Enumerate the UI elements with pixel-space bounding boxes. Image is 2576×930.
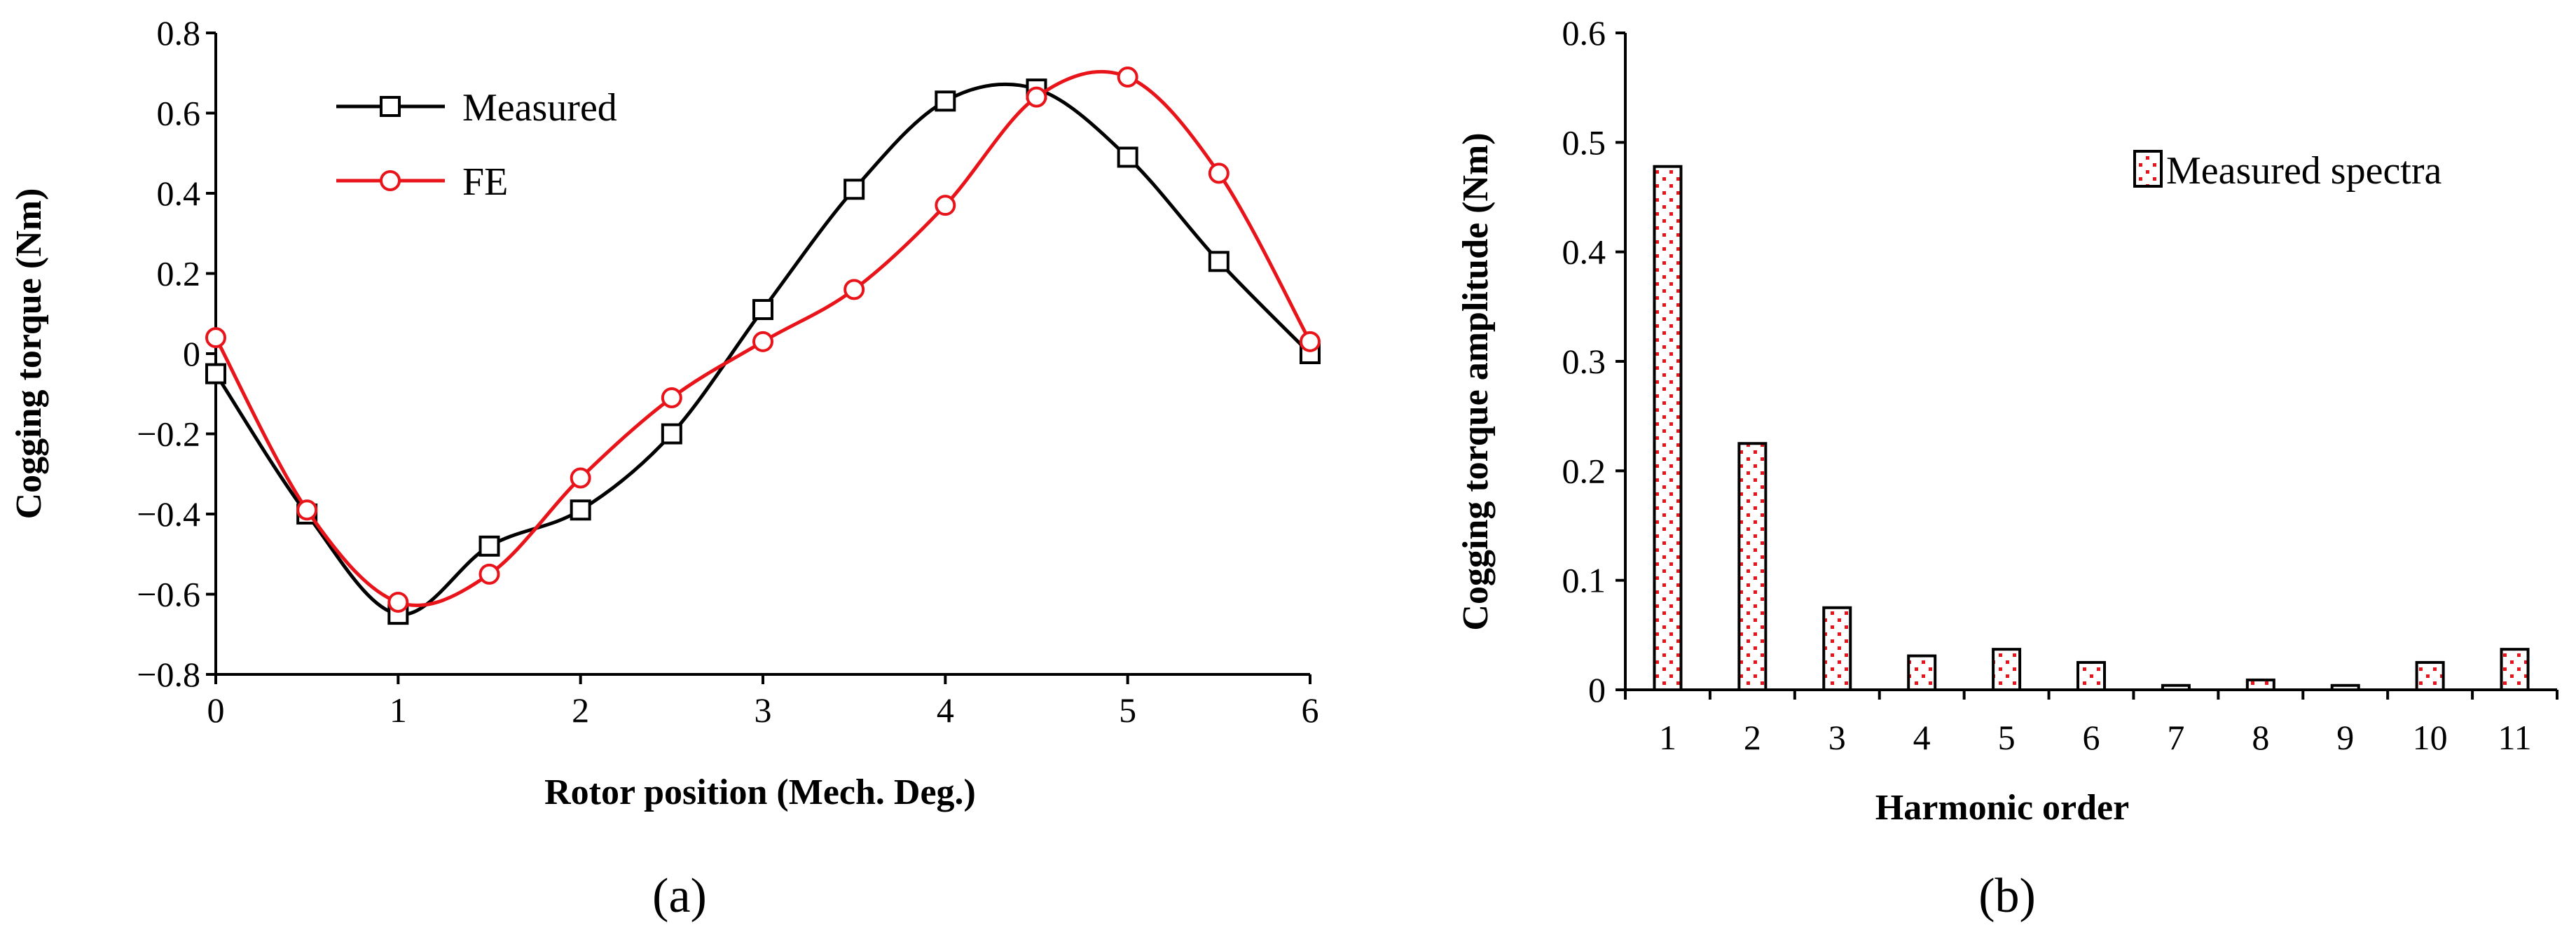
- data-point-measured: [478, 535, 500, 557]
- chart-b-y-tick-label: 0.2: [1562, 451, 1606, 490]
- chart-b-y-axis: 0 0.1 0.2 0.3 0.4 0.5 0.6: [1562, 13, 1627, 709]
- legend-measured-spectra-swatch: [2133, 150, 2163, 188]
- data-point-measured: [1117, 146, 1138, 168]
- chart-a-x-tick-label: 6: [1302, 690, 1319, 730]
- data-point-fe: [935, 195, 956, 216]
- chart-a-y-tick-label: −0.8: [137, 655, 200, 694]
- chart-a-x-axis: 0 1 2 3 4 5 6: [207, 673, 1319, 730]
- data-point-fe: [1026, 86, 1047, 108]
- chart-b-x-tick-label: 1: [1659, 718, 1676, 757]
- data-point-fe: [843, 279, 865, 300]
- chart-b-y-tick-label: 0.4: [1562, 233, 1606, 272]
- chart-a-series: [205, 66, 1321, 625]
- bar-harmonic-1: [1653, 165, 1683, 691]
- chart-a-x-tick-label: 1: [390, 690, 407, 730]
- chart-b-x-tick-label: 5: [1998, 718, 2016, 757]
- chart-b-x-tick-label: 10: [2413, 718, 2448, 757]
- chart-b-caption: (b): [1978, 869, 2036, 923]
- legend-fe-label: FE: [462, 160, 508, 204]
- chart-a-y-axis: −0.8 −0.6 −0.4 −0.2 0 0.2 0.4 0.6 0.8: [137, 13, 217, 694]
- chart-b-x-tick-label: 9: [2336, 718, 2354, 757]
- chart-a-legend: Measured FE: [336, 86, 617, 204]
- chart-b-x-tick-label: 6: [2083, 718, 2100, 757]
- bar-harmonic-2: [1737, 442, 1768, 691]
- chart-a-y-tick-label: −0.4: [137, 494, 200, 534]
- bar-harmonic-10: [2415, 660, 2445, 692]
- bar-harmonic-11: [2500, 648, 2530, 692]
- data-point-fe: [478, 563, 500, 585]
- data-point-measured: [935, 90, 956, 112]
- chart-b-y-tick-label: 0.1: [1562, 561, 1606, 600]
- data-point-measured: [570, 499, 591, 521]
- chart-b-x-axis: 1 2 3 4 5 6 7 8 9 10 11: [1624, 688, 2558, 757]
- chart-a-y-tick-label: −0.6: [137, 575, 200, 614]
- legend-fe-marker: [380, 170, 401, 191]
- chart-a-cogging-torque: −0.8 −0.6 −0.4 −0.2 0 0.2 0.4 0.6 0.8 0 1 2 3 4 5 6 Me…: [9, 13, 1321, 923]
- chart-a-y-axis-title: Cogging torque (Nm): [9, 188, 49, 520]
- data-point-fe: [1300, 331, 1321, 352]
- chart-b-legend: Measured spectra: [2133, 149, 2442, 193]
- chart-b-y-tick-label: 0: [1588, 670, 1606, 709]
- legend-measured-marker: [380, 96, 401, 117]
- data-point-fe: [661, 387, 682, 408]
- chart-b-bars: [1653, 165, 2530, 692]
- chart-b-x-tick-label: 7: [2167, 718, 2184, 757]
- chart-b-x-tick-label: 8: [2252, 718, 2269, 757]
- chart-b-x-tick-label: 3: [1828, 718, 1846, 757]
- chart-a-y-tick-label: 0.4: [157, 174, 201, 213]
- chart-b-y-tick-label: 0.6: [1562, 13, 1606, 53]
- chart-b-y-tick-label: 0.5: [1562, 123, 1606, 162]
- chart-a-y-tick-label: 0.8: [157, 13, 201, 53]
- data-point-fe: [1208, 162, 1230, 184]
- bar-harmonic-6: [2076, 660, 2106, 692]
- data-point-measured: [1208, 251, 1230, 272]
- chart-a-x-tick-label: 0: [207, 690, 225, 730]
- chart-b-y-axis-title: Cogging torque amplitude (Nm): [1456, 132, 1496, 630]
- chart-a-y-tick-label: 0.2: [157, 254, 201, 293]
- chart-b-y-tick-label: 0.3: [1562, 342, 1606, 381]
- data-point-measured: [843, 179, 865, 200]
- legend-measured-spectra-label: Measured spectra: [2166, 149, 2442, 193]
- chart-a-x-axis-title: Rotor position (Mech. Deg.): [544, 772, 976, 812]
- chart-b-x-tick-label: 2: [1744, 718, 1761, 757]
- data-point-measured: [661, 423, 682, 445]
- data-point-fe: [205, 327, 226, 349]
- chart-b-x-tick-label: 11: [2498, 718, 2531, 757]
- chart-a-x-tick-label: 2: [572, 690, 589, 730]
- data-point-measured: [205, 363, 226, 384]
- chart-a-y-tick-label: −0.2: [137, 415, 200, 454]
- bar-harmonic-4: [1907, 654, 1937, 692]
- bar-harmonic-3: [1822, 606, 1852, 691]
- data-point-fe: [296, 499, 318, 521]
- data-point-measured: [752, 299, 773, 321]
- data-point-fe: [752, 331, 773, 352]
- chart-a-y-tick-label: 0.6: [157, 94, 201, 133]
- data-point-fe: [387, 591, 409, 613]
- chart-a-x-tick-label: 4: [937, 690, 954, 730]
- data-point-fe: [1117, 66, 1138, 88]
- legend-measured-label: Measured: [462, 86, 617, 130]
- chart-b-x-axis-title: Harmonic order: [1875, 788, 2129, 828]
- bar-harmonic-8: [2245, 678, 2275, 691]
- chart-a-x-tick-label: 5: [1119, 690, 1136, 730]
- chart-a-x-tick-label: 3: [755, 690, 772, 730]
- chart-b-harmonic-spectrum: 0 0.1 0.2 0.3 0.4 0.5 0.6 1 2 3 4 5 6 7 8 9 10 11 Measur…: [1456, 13, 2558, 923]
- data-point-fe: [570, 467, 591, 489]
- chart-b-x-tick-label: 4: [1913, 718, 1931, 757]
- chart-a-caption: (a): [652, 869, 707, 923]
- bar-harmonic-5: [1992, 648, 2022, 692]
- chart-a-y-tick-label: 0: [183, 334, 200, 373]
